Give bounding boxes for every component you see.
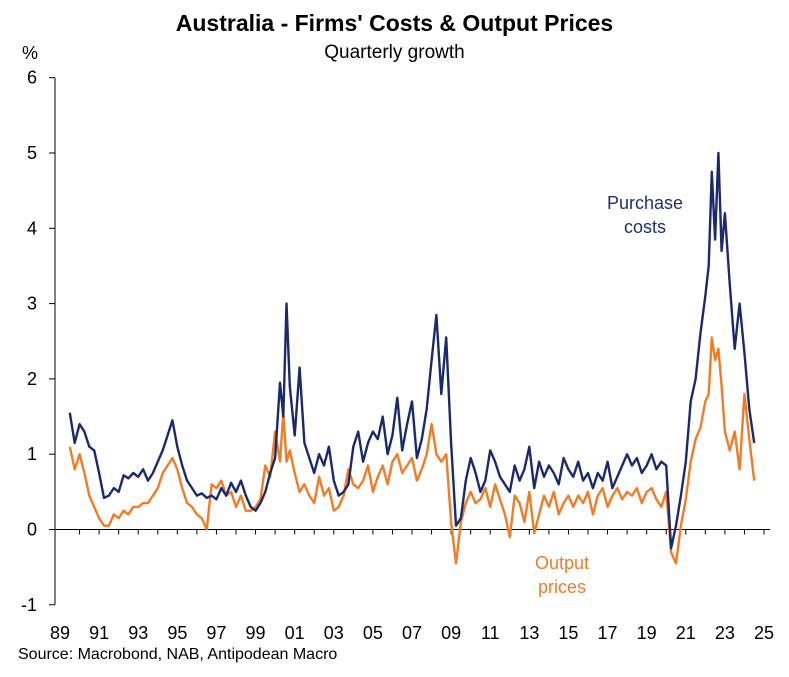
chart-title: Australia - Firms' Costs & Output Prices	[175, 10, 614, 36]
y-axis-unit: %	[22, 43, 39, 63]
x-tick-label: 23	[715, 623, 735, 643]
series-layer	[68, 151, 756, 565]
x-tick-label: 95	[167, 623, 187, 643]
y-tick-label: 4	[27, 218, 37, 238]
purchase-costs-label-line1: Purchase	[607, 193, 683, 213]
output-prices-label-line2: prices	[538, 577, 586, 597]
x-tick-label: 99	[246, 623, 266, 643]
series-line-purchase-costs	[68, 151, 756, 550]
x-tick-label: 13	[519, 623, 539, 643]
y-tick-label: 3	[27, 294, 37, 314]
x-tick-label: 03	[324, 623, 344, 643]
x-tick-label: 15	[558, 623, 578, 643]
output-prices-label-line1: Output	[535, 553, 589, 573]
source-note: Source: Macrobond, NAB, Antipodean Macro	[18, 646, 338, 663]
purchase-costs-label: Purchase costs	[607, 193, 683, 237]
output-prices-label: Output prices	[535, 553, 589, 597]
x-tick-label: 97	[206, 623, 226, 643]
x-tick-label: 07	[402, 623, 422, 643]
chart-subtitle: Quarterly growth	[324, 42, 465, 63]
y-tick-label: 2	[27, 369, 37, 389]
y-tick-label: -1	[21, 595, 37, 615]
annotations: Purchase costs Output prices	[535, 193, 683, 597]
x-tick-label: 21	[676, 623, 696, 643]
x-tick-label: 09	[441, 623, 461, 643]
x-tick-label: 25	[754, 623, 774, 643]
purchase-costs-label-line2: costs	[624, 217, 666, 237]
series-line-output-prices	[68, 336, 756, 565]
x-tick-label: 01	[285, 623, 305, 643]
x-tick-label: 91	[89, 623, 109, 643]
x-tick-label: 89	[50, 623, 70, 643]
y-tick-label: 6	[27, 68, 37, 88]
y-tick-label: 0	[27, 520, 37, 540]
x-tick-label: 19	[637, 623, 657, 643]
x-tick-label: 93	[128, 623, 148, 643]
x-tick-label: 05	[363, 623, 383, 643]
x-tick-label: 11	[481, 623, 500, 643]
y-tick-label: 1	[27, 444, 37, 464]
y-tick-label: 5	[27, 143, 37, 163]
x-tick-label: 17	[598, 623, 618, 643]
